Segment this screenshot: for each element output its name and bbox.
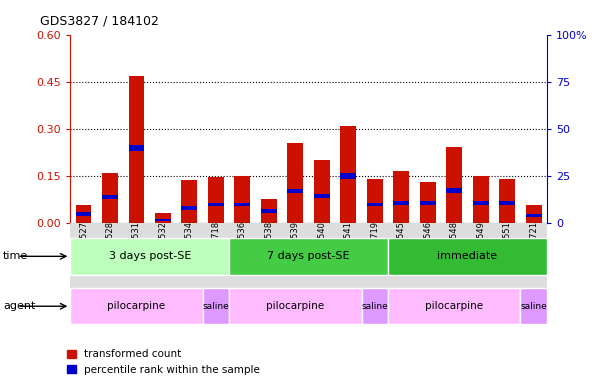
Bar <box>473 176 489 223</box>
Bar <box>261 199 277 223</box>
Bar <box>128 76 144 223</box>
Bar <box>70 238 229 275</box>
Bar <box>314 160 330 223</box>
Text: pilocarpine: pilocarpine <box>266 301 324 311</box>
Bar <box>525 214 541 217</box>
Bar <box>287 189 303 193</box>
Bar <box>181 180 197 223</box>
Bar <box>229 288 362 324</box>
Bar <box>76 212 92 216</box>
Bar <box>420 201 436 205</box>
Text: saline: saline <box>361 302 388 311</box>
Bar <box>473 201 489 205</box>
Bar <box>181 206 197 210</box>
Bar <box>525 205 541 223</box>
Bar <box>208 177 224 223</box>
Text: saline: saline <box>520 302 547 311</box>
Bar <box>203 288 229 324</box>
Text: agent: agent <box>3 301 35 311</box>
Text: 3 days post-SE: 3 days post-SE <box>109 251 191 262</box>
Text: saline: saline <box>202 302 229 311</box>
Bar <box>128 145 144 151</box>
Bar <box>362 288 388 324</box>
Bar <box>446 147 462 223</box>
Bar <box>208 203 224 207</box>
Text: time: time <box>3 251 28 262</box>
Bar <box>340 126 356 223</box>
Bar <box>388 288 521 324</box>
Text: immediate: immediate <box>437 251 497 262</box>
Bar <box>393 171 409 223</box>
Bar <box>235 203 251 207</box>
Bar <box>446 188 462 193</box>
Text: pilocarpine: pilocarpine <box>108 301 166 311</box>
Bar <box>521 288 547 324</box>
Bar <box>287 143 303 223</box>
Bar <box>499 201 515 205</box>
Bar <box>420 182 436 223</box>
Bar <box>367 203 382 207</box>
Bar <box>388 238 547 275</box>
Text: 7 days post-SE: 7 days post-SE <box>267 251 350 262</box>
Bar <box>70 288 203 324</box>
Bar <box>499 179 515 223</box>
Bar <box>155 218 171 221</box>
Bar <box>261 209 277 213</box>
Bar <box>76 205 92 223</box>
Bar <box>155 214 171 223</box>
Text: GDS3827 / 184102: GDS3827 / 184102 <box>40 15 159 28</box>
Bar <box>393 201 409 205</box>
Bar <box>340 173 356 179</box>
Text: pilocarpine: pilocarpine <box>425 301 483 311</box>
Bar <box>367 179 382 223</box>
Bar <box>102 172 118 223</box>
Bar <box>229 238 388 275</box>
Legend: transformed count, percentile rank within the sample: transformed count, percentile rank withi… <box>64 345 264 379</box>
Bar <box>235 176 251 223</box>
Bar <box>314 195 330 198</box>
Bar <box>102 195 118 199</box>
